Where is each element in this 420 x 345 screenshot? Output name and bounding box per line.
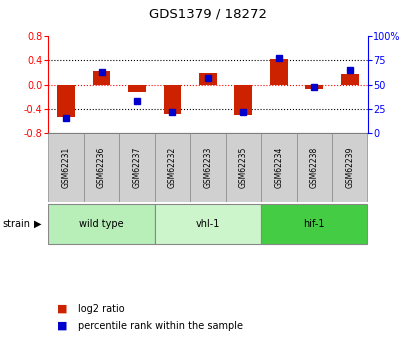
Text: GSM62239: GSM62239 xyxy=(345,147,354,188)
Text: GDS1379 / 18272: GDS1379 / 18272 xyxy=(149,8,267,21)
Text: vhl-1: vhl-1 xyxy=(196,219,220,229)
Text: GSM62234: GSM62234 xyxy=(274,147,284,188)
Bar xyxy=(84,133,119,202)
Text: GSM62231: GSM62231 xyxy=(62,147,71,188)
Text: GSM62233: GSM62233 xyxy=(203,147,213,188)
Text: GSM62235: GSM62235 xyxy=(239,147,248,188)
Text: ■: ■ xyxy=(57,321,67,331)
Bar xyxy=(48,133,84,202)
Bar xyxy=(155,204,261,244)
Text: strain: strain xyxy=(2,219,30,229)
Text: ▶: ▶ xyxy=(34,219,42,229)
Text: GSM62236: GSM62236 xyxy=(97,147,106,188)
Text: GSM62237: GSM62237 xyxy=(132,147,142,188)
Text: percentile rank within the sample: percentile rank within the sample xyxy=(78,321,243,331)
Bar xyxy=(155,133,190,202)
Bar xyxy=(48,204,155,244)
Bar xyxy=(190,133,226,202)
Bar xyxy=(341,74,359,85)
Bar xyxy=(93,71,110,85)
Bar xyxy=(332,133,368,202)
Bar xyxy=(270,59,288,85)
Bar xyxy=(57,85,75,117)
Bar xyxy=(128,85,146,92)
Bar xyxy=(199,73,217,85)
Bar xyxy=(226,133,261,202)
Text: wild type: wild type xyxy=(79,219,124,229)
Bar xyxy=(163,85,181,114)
Bar xyxy=(261,133,297,202)
Bar xyxy=(261,204,368,244)
Text: hif-1: hif-1 xyxy=(304,219,325,229)
Text: ■: ■ xyxy=(57,304,67,314)
Text: log2 ratio: log2 ratio xyxy=(78,304,124,314)
Bar xyxy=(234,85,252,115)
Text: GSM62238: GSM62238 xyxy=(310,147,319,188)
Bar xyxy=(305,85,323,89)
Bar xyxy=(297,133,332,202)
Text: GSM62232: GSM62232 xyxy=(168,147,177,188)
Bar xyxy=(119,133,155,202)
